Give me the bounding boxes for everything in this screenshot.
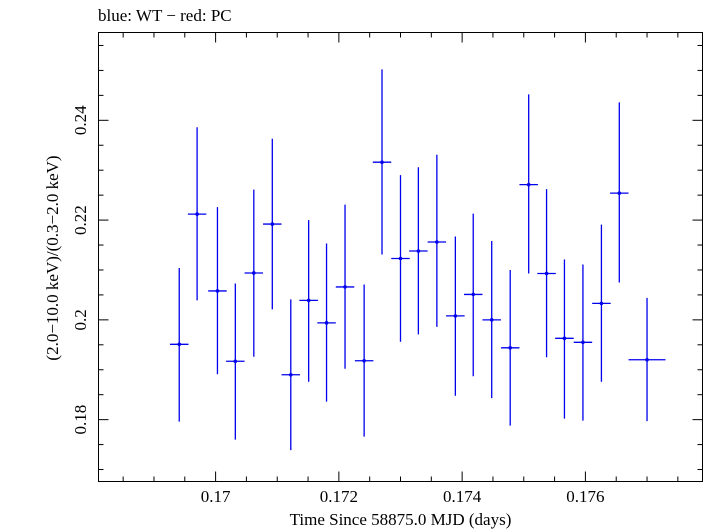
point-marker [453,314,458,318]
y-axis: 0.18 0.2 0.22 0.24 [71,44,703,471]
point-marker [233,359,238,364]
point-marker [471,292,476,297]
point-marker [617,191,622,195]
point-marker [562,336,567,341]
data-point [263,138,282,310]
data-point [500,269,520,426]
point-marker [306,298,311,303]
point-marker [398,256,403,261]
x-tick-label: 0.172 [320,487,358,506]
point-marker [195,212,199,216]
data-point [555,259,574,419]
point-marker [288,372,293,377]
chart-title: blue: WT − red: PC [98,6,232,25]
data-point [592,224,611,382]
point-marker [324,321,329,325]
y-tick-label: 0.18 [71,405,90,435]
point-marker [599,301,604,306]
point-marker [489,318,494,322]
y-tick-label: 0.2 [71,309,90,330]
data-point [463,213,483,377]
data-point [354,284,374,437]
data-point [628,297,666,422]
point-marker [435,240,439,244]
data-point [427,154,447,327]
point-marker [252,271,256,275]
data-point [208,207,227,375]
x-axis: 0.17 0.172 0.174 0.176 [122,32,679,506]
data-point [537,189,556,358]
data-point [169,267,189,422]
y-axis-label: (2.0−10.0 keV)/(0.3−2.0 keV) [43,155,62,361]
data-point [446,236,465,396]
point-marker [343,285,347,289]
point-marker [177,342,182,347]
point-marker [362,358,366,363]
point-marker [526,182,531,187]
x-tick-label: 0.17 [201,487,231,506]
data-point [317,243,336,402]
data-point [409,167,428,335]
x-axis-label: Time Since 58875.0 MJD (days) [289,510,512,529]
y-tick-label: 0.24 [71,105,90,135]
point-marker [508,345,513,350]
x-tick-label: 0.174 [443,487,482,506]
point-marker [270,222,275,226]
data-point [372,69,392,255]
point-marker [544,271,549,276]
data-point [281,299,301,451]
data-point [610,102,629,283]
x-tick-label: 0.176 [566,487,604,506]
data-point [391,175,410,342]
data-point [335,204,355,369]
data-point [299,220,318,382]
data-point [573,264,593,421]
data-series-wt [169,69,666,451]
data-point [226,283,245,440]
y-tick-label: 0.22 [71,205,90,235]
data-point [187,127,207,301]
point-marker [380,160,384,165]
point-marker [416,249,421,253]
point-marker [581,340,585,345]
data-point [244,189,264,357]
data-point [519,94,538,274]
point-marker [215,289,220,293]
data-point [482,241,501,399]
point-marker [645,357,649,362]
